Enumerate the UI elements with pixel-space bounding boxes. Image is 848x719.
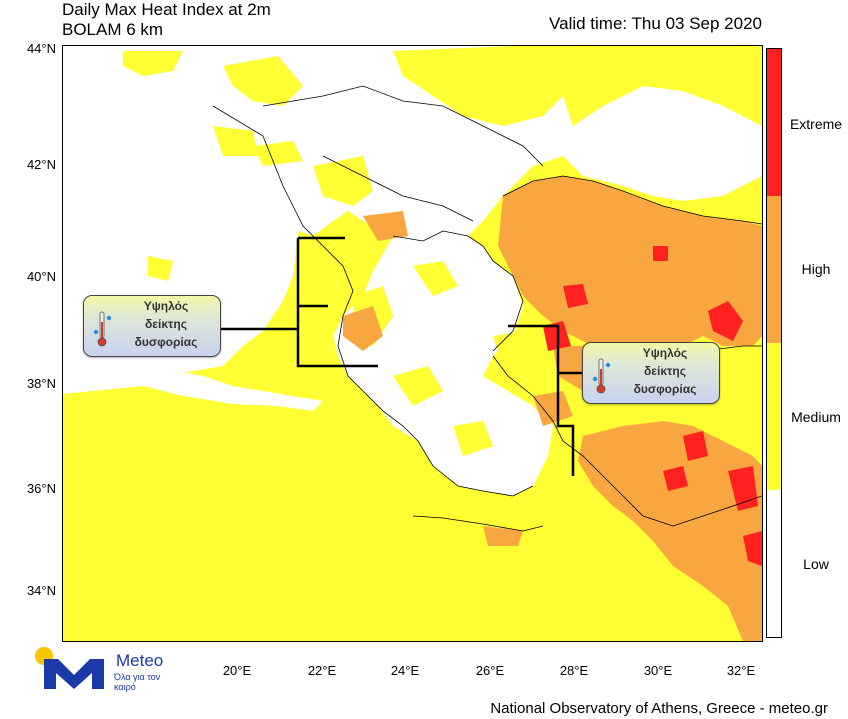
legend-label-medium: Medium <box>791 409 841 425</box>
callout-line1: Υψηλός <box>143 299 189 313</box>
medium-patch <box>148 256 173 281</box>
legend-label-high: High <box>801 261 831 277</box>
medium-patch <box>413 261 458 296</box>
thermometer-icon <box>591 357 611 402</box>
high-patch <box>343 306 383 351</box>
extreme-patch <box>563 284 588 308</box>
callout-line2: δείκτης <box>145 317 187 331</box>
callout-line3: δυσφορίας <box>633 382 697 396</box>
colorbar-low <box>767 490 781 637</box>
low-area-aegean <box>333 231 553 496</box>
extreme-patch <box>708 301 743 341</box>
extreme-patch <box>683 431 708 461</box>
extreme-patch <box>663 466 688 491</box>
lat-tick-44: 44°N <box>26 41 56 56</box>
high-area-southeast <box>578 421 762 641</box>
callout-line1: Υψηλός <box>642 346 688 360</box>
valid-time: Valid time: Thu 03 Sep 2020 <box>549 14 762 33</box>
high-area-east <box>498 176 762 356</box>
heat-index-map <box>62 45 763 642</box>
lat-tick-34: 34°N <box>26 583 56 598</box>
callout-high-discomfort-west: Υψηλός δείκτης δυσφορίας <box>83 295 221 357</box>
callout-high-discomfort-east: Υψηλός δείκτης δυσφορίας <box>582 342 720 404</box>
footer-credit: National Observatory of Athens, Greece -… <box>490 700 828 717</box>
extreme-patch <box>743 531 762 566</box>
logo-tagline: Όλα για τον καιρό <box>114 672 161 692</box>
medium-patch <box>393 366 443 406</box>
lon-tick-20: 20°E <box>222 663 252 678</box>
legend-label-low: Low <box>803 556 829 572</box>
map-canvas <box>63 46 762 641</box>
lat-tick-38: 38°N <box>26 376 56 391</box>
colorbar-extreme <box>767 49 781 196</box>
medium-patch <box>563 46 762 126</box>
extreme-patch <box>653 246 668 261</box>
legend-label-extreme: Extreme <box>789 116 843 132</box>
medium-patch <box>213 126 258 156</box>
lat-tick-42: 42°N <box>26 157 56 172</box>
lon-tick-26: 26°E <box>475 663 505 678</box>
lon-tick-28: 28°E <box>559 663 589 678</box>
medium-patch <box>253 141 303 166</box>
callout-line3: δυσφορίας <box>134 335 198 349</box>
lon-tick-30: 30°E <box>643 663 673 678</box>
high-patch <box>363 211 408 241</box>
high-patch <box>533 391 573 426</box>
medium-patch <box>493 331 533 366</box>
thermometer-icon <box>92 310 112 355</box>
callout-line2: δείκτης <box>644 364 686 378</box>
medium-patch <box>453 421 493 456</box>
high-patch <box>483 526 523 546</box>
meteo-logo <box>34 645 174 695</box>
logo-name: Meteo <box>116 651 164 670</box>
colorbar <box>766 48 782 638</box>
medium-patch <box>123 51 183 76</box>
lon-tick-24: 24°E <box>390 663 420 678</box>
medium-patch <box>393 46 583 126</box>
model-name: BOLAM 6 km <box>62 20 164 39</box>
lat-tick-40: 40°N <box>26 269 56 284</box>
lat-tick-36: 36°N <box>26 481 56 496</box>
callout-connectors <box>221 236 583 476</box>
low-area-ionian <box>63 364 323 411</box>
meteo-logo-mark <box>35 647 104 689</box>
colorbar-high <box>767 196 781 343</box>
medium-patch <box>223 56 303 106</box>
lon-tick-32: 32°E <box>726 663 756 678</box>
colorbar-medium <box>767 343 781 490</box>
map-title: Daily Max Heat Index at 2m <box>62 0 271 19</box>
lon-tick-22: 22°E <box>307 663 337 678</box>
medium-patch <box>313 156 373 206</box>
